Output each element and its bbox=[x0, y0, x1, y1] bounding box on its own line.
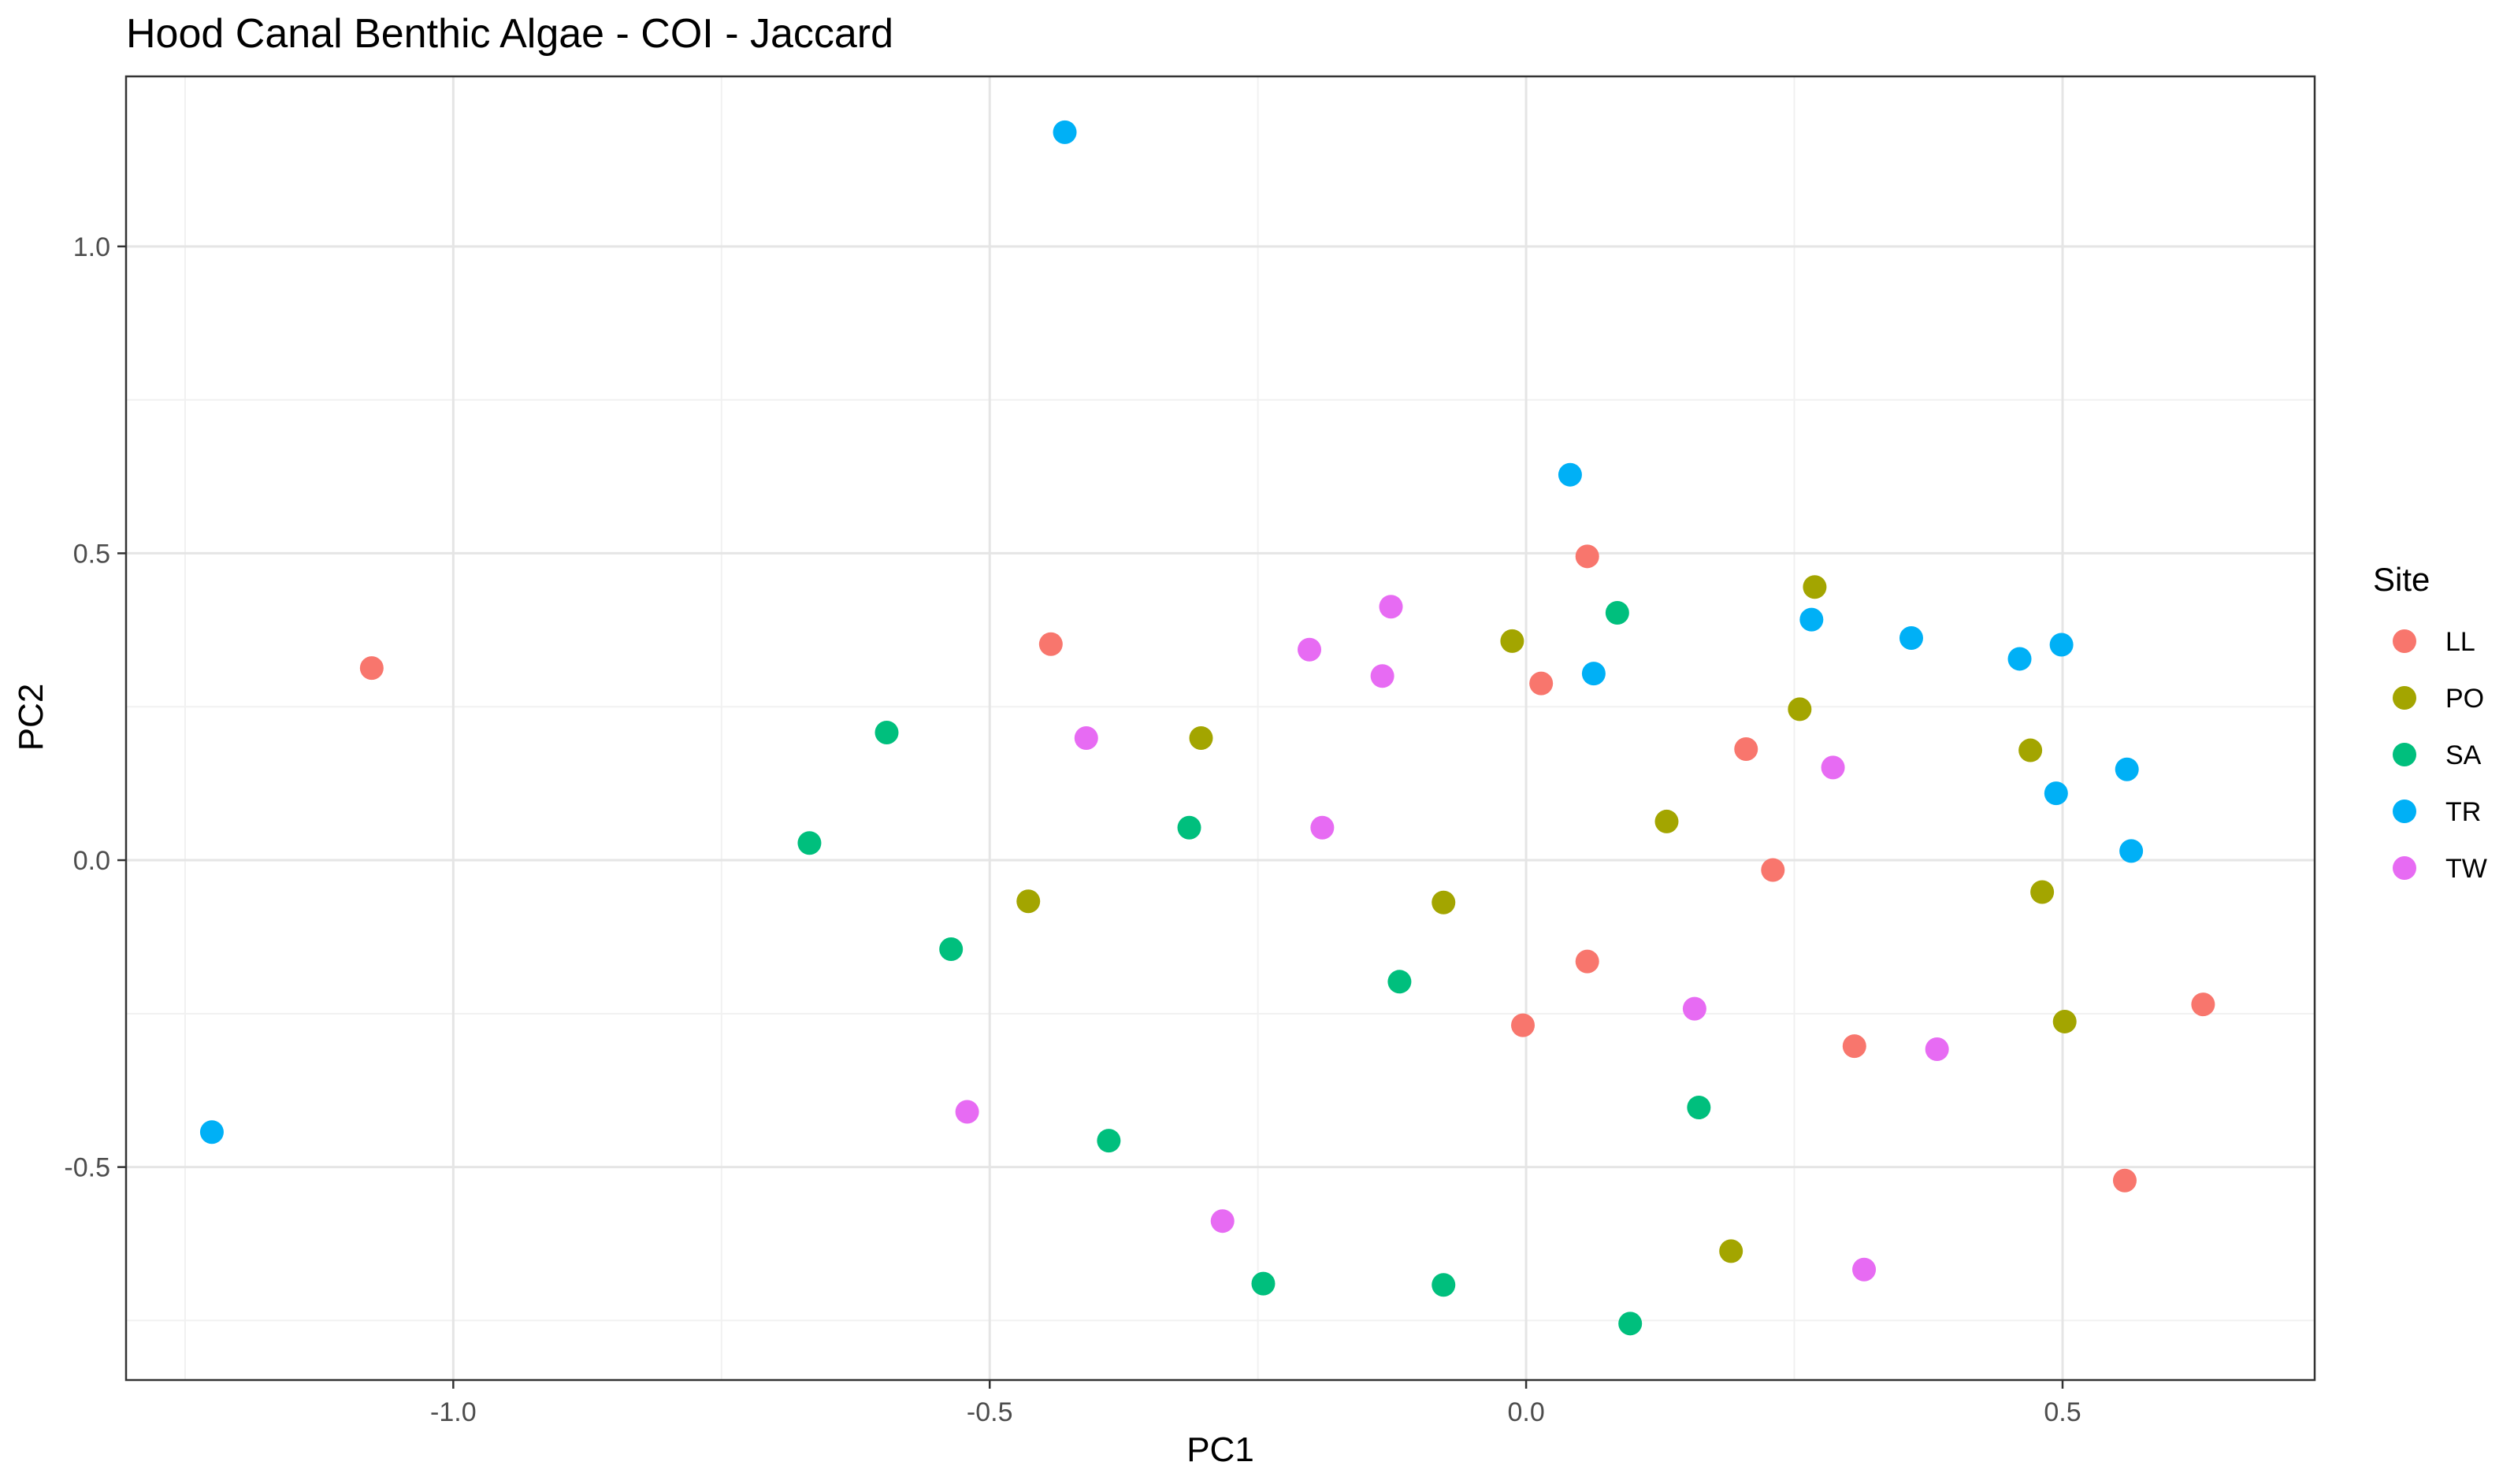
y-tick-label: 1.0 bbox=[73, 232, 110, 262]
x-tick-label: -1.0 bbox=[430, 1397, 477, 1427]
point-po bbox=[2018, 738, 2043, 762]
point-po bbox=[1654, 809, 1679, 833]
point-tw bbox=[1210, 1209, 1235, 1234]
legend-label-ll: LL bbox=[2445, 627, 2475, 657]
axes: -1.0 -0.5 0.0 0.5 -0.5 0.0 0.5 1.0 bbox=[64, 232, 2081, 1427]
point-tw bbox=[1379, 595, 1403, 619]
legend-label-sa: SA bbox=[2445, 740, 2482, 770]
point-ll bbox=[1734, 736, 1758, 761]
point-tr bbox=[2007, 647, 2032, 671]
legend-key-sa bbox=[2393, 743, 2416, 766]
point-tr bbox=[1581, 662, 1606, 686]
point-tr bbox=[2049, 633, 2074, 657]
data-points bbox=[199, 120, 2215, 1336]
x-axis-title: PC1 bbox=[1186, 1430, 1254, 1469]
grid-lines bbox=[126, 76, 2315, 1380]
point-sa bbox=[1618, 1311, 1643, 1336]
point-tr bbox=[2119, 839, 2144, 863]
y-tick-label: -0.5 bbox=[64, 1153, 110, 1183]
point-tw bbox=[1925, 1037, 1949, 1062]
point-ll bbox=[1529, 671, 1554, 696]
point-tw bbox=[1310, 815, 1335, 840]
point-po bbox=[2030, 880, 2055, 904]
point-po bbox=[1432, 890, 1456, 915]
point-tr bbox=[1558, 462, 1582, 487]
legend: Site LL PO SA TR TW bbox=[2373, 561, 2487, 884]
point-tr bbox=[2044, 781, 2068, 806]
x-tick-label: 0.5 bbox=[2044, 1397, 2081, 1427]
point-sa bbox=[1387, 970, 1412, 994]
legend-key-tw bbox=[2393, 856, 2416, 880]
point-ll bbox=[1842, 1034, 1866, 1059]
y-axis-title: PC2 bbox=[12, 684, 50, 751]
point-po bbox=[1016, 889, 1041, 914]
legend-key-ll bbox=[2393, 629, 2416, 653]
legend-label-tw: TW bbox=[2445, 854, 2487, 884]
point-sa bbox=[797, 831, 822, 855]
point-tr bbox=[1899, 625, 1923, 650]
point-ll bbox=[1511, 1013, 1536, 1037]
point-tr bbox=[199, 1120, 224, 1145]
point-sa bbox=[939, 937, 964, 962]
point-sa bbox=[1432, 1273, 1456, 1297]
point-sa bbox=[1097, 1129, 1121, 1153]
point-po bbox=[1803, 575, 1827, 599]
point-ll bbox=[1761, 858, 1785, 882]
chart-title: Hood Canal Benthic Algae - COI - Jaccard bbox=[126, 11, 893, 57]
plot-panel-border bbox=[124, 75, 2316, 1382]
point-sa bbox=[1605, 601, 1629, 625]
point-tw bbox=[1298, 637, 1322, 662]
legend-label-po: PO bbox=[2445, 684, 2484, 714]
point-po bbox=[1500, 629, 1524, 653]
point-ll bbox=[359, 656, 384, 681]
point-sa bbox=[875, 720, 899, 744]
point-ll bbox=[1038, 632, 1063, 656]
point-sa bbox=[1687, 1096, 1711, 1120]
x-tick-label: 0.0 bbox=[1507, 1397, 1544, 1427]
point-tr bbox=[2115, 757, 2139, 781]
point-sa bbox=[1251, 1271, 1276, 1296]
point-po bbox=[1719, 1239, 1743, 1263]
point-tw bbox=[1682, 996, 1706, 1021]
point-po bbox=[1788, 697, 1812, 722]
point-tr bbox=[1053, 120, 1077, 144]
point-tw bbox=[1074, 725, 1098, 750]
point-po bbox=[1189, 725, 1213, 750]
point-tw bbox=[955, 1100, 979, 1124]
plot-background bbox=[126, 76, 2315, 1380]
legend-key-po bbox=[2393, 686, 2416, 710]
point-sa bbox=[1177, 815, 1201, 840]
point-ll bbox=[2191, 992, 2215, 1017]
point-tw bbox=[1852, 1257, 1877, 1282]
point-po bbox=[2052, 1009, 2077, 1033]
point-tw bbox=[1821, 755, 1845, 780]
legend-key-tr bbox=[2393, 800, 2416, 823]
legend-title: Site bbox=[2373, 561, 2430, 598]
point-tw bbox=[1370, 664, 1394, 688]
point-ll bbox=[1575, 949, 1599, 974]
legend-label-tr: TR bbox=[2445, 797, 2481, 827]
x-tick-label: -0.5 bbox=[967, 1397, 1013, 1427]
point-ll bbox=[1575, 544, 1599, 569]
point-tr bbox=[1799, 607, 1824, 632]
y-tick-label: 0.0 bbox=[73, 846, 110, 876]
point-ll bbox=[2112, 1168, 2137, 1193]
y-tick-label: 0.5 bbox=[73, 539, 110, 569]
